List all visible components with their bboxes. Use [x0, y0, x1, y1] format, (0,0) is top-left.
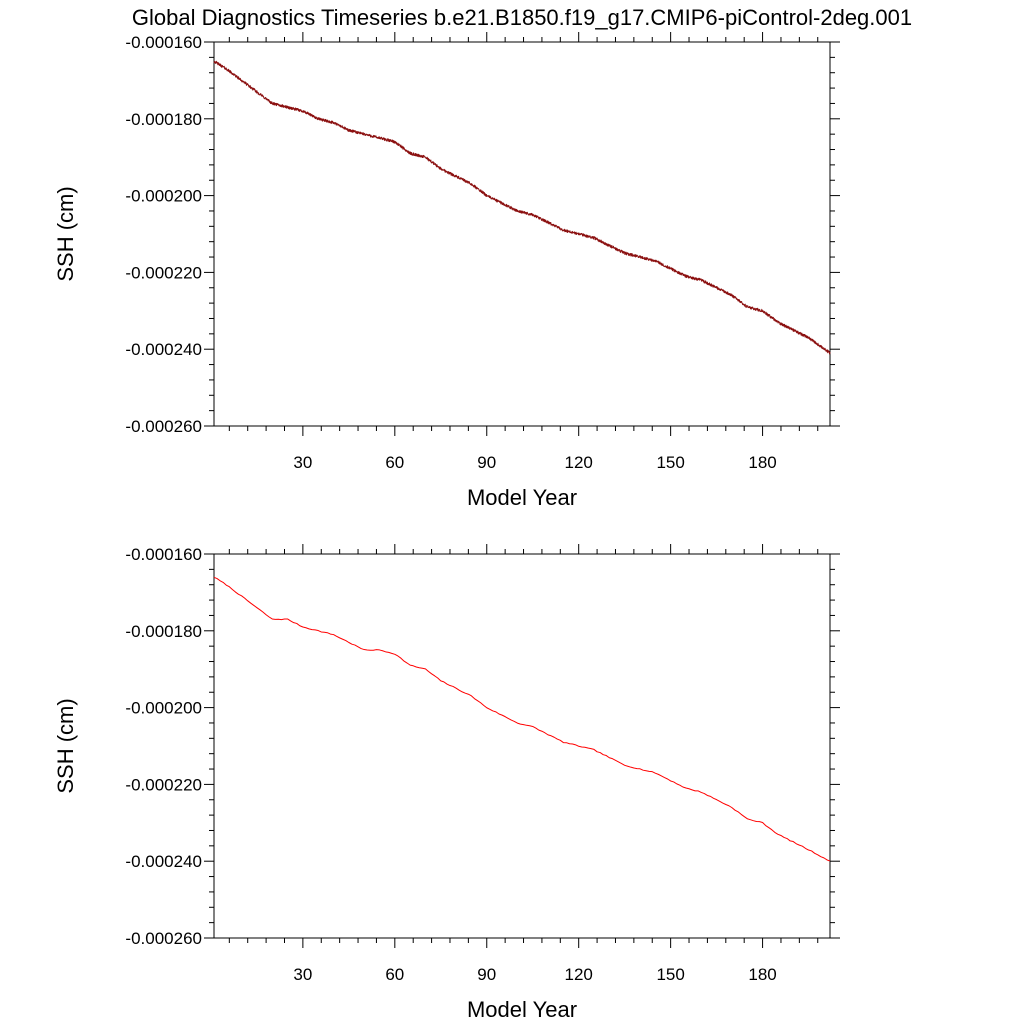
x-tick-label: 60 — [385, 965, 404, 984]
y-tick-label: -0.000200 — [125, 187, 202, 206]
plot-frame — [213, 41, 831, 427]
x-tick-label: 90 — [477, 965, 496, 984]
y-axis-label-bottom: SSH (cm) — [53, 698, 78, 793]
x-tick-label: 150 — [656, 965, 684, 984]
x-tick-label: 30 — [293, 965, 312, 984]
y-tick-label: -0.000160 — [125, 545, 202, 564]
plot-bottom: 30 60 90 120 150 180 -0.000160 -0.000180 -0.0002… — [125, 544, 840, 984]
y-tick-label: -0.000160 — [125, 33, 202, 52]
x-tick-label: 30 — [293, 453, 312, 472]
x-tick-label: 120 — [565, 965, 593, 984]
y-tick-label: -0.000200 — [125, 699, 202, 718]
y-tick-label: -0.000180 — [125, 110, 202, 129]
x-tick-label: 60 — [385, 453, 404, 472]
y-tick-label: -0.000220 — [125, 263, 202, 282]
y-tick-label: -0.000180 — [125, 622, 202, 641]
x-tick-label: 90 — [477, 453, 496, 472]
figure-title: Global Diagnostics Timeseries b.e21.B185… — [132, 5, 912, 30]
plot-frame — [213, 553, 831, 939]
x-axis-label-top: Model Year — [467, 485, 577, 510]
series-line — [213, 576, 831, 862]
chart-top: 30 60 90 120 150 180 -0.000160 -0.000180 -0.0002… — [53, 32, 840, 510]
y-tick-label: -0.000240 — [125, 852, 202, 871]
series-line — [213, 60, 831, 355]
x-axis-label-bottom: Model Year — [467, 997, 577, 1022]
y-tick-label: -0.000240 — [125, 340, 202, 359]
x-tick-label: 150 — [656, 453, 684, 472]
y-axis-label-top: SSH (cm) — [53, 186, 78, 281]
y-tick-label: -0.000220 — [125, 775, 202, 794]
y-tick-label: -0.000260 — [125, 929, 202, 948]
chart-bottom: 30 60 90 120 150 180 -0.000160 -0.000180 -0.0002… — [53, 544, 840, 1022]
y-tick-label: -0.000260 — [125, 417, 202, 436]
x-tick-label: 180 — [748, 965, 776, 984]
x-tick-label: 120 — [565, 453, 593, 472]
plot-top: 30 60 90 120 150 180 -0.000160 -0.000180 -0.0002… — [125, 32, 840, 472]
x-tick-label: 180 — [748, 453, 776, 472]
